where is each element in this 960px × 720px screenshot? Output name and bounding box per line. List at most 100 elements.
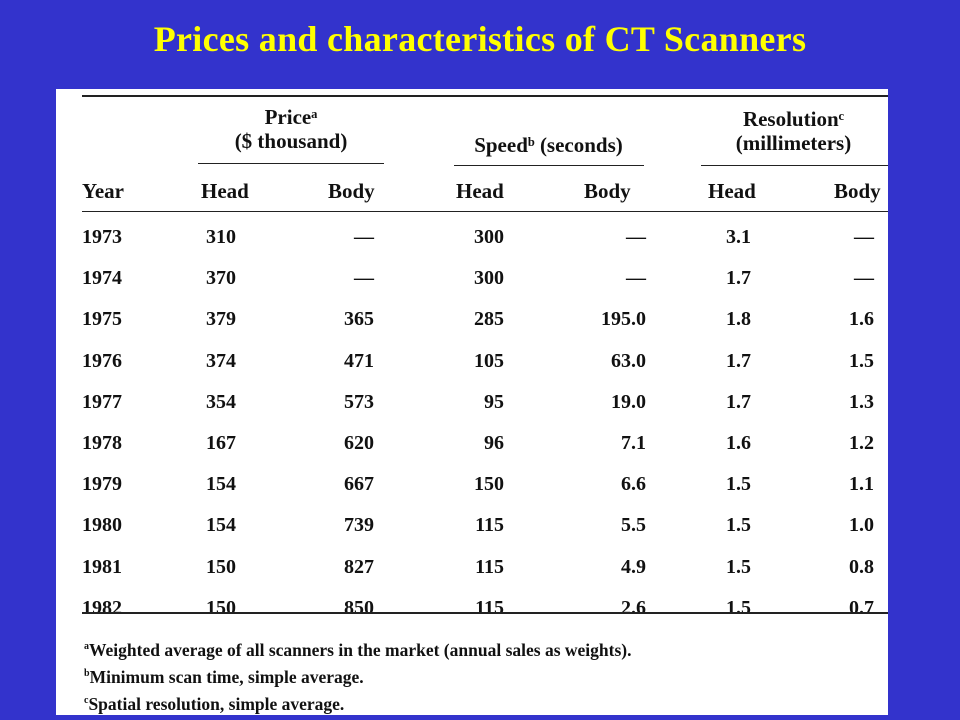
cell-speed-body: 195.0 [601,308,646,331]
cell-speed-body: — [626,267,646,290]
cell-speed-body: 4.9 [621,555,646,578]
cell-price-head: 150 [206,555,236,578]
cell-year: 1976 [82,349,122,372]
cell-res-body: 1.2 [849,432,874,454]
cell-res-head: 1.7 [726,390,751,413]
cell-speed-body: 7.1 [621,432,646,454]
cell-year: 1979 [82,473,122,496]
cell-price-head: 154 [206,473,236,496]
price-group-rule [198,163,384,164]
cell-price-head: 310 [206,226,236,248]
cell-speed-head: 105 [474,349,504,372]
note-a: aWeighted average of all scanners in the… [84,635,631,662]
col-header-price-body: Body [328,179,375,203]
cell-speed-body: 6.6 [621,473,646,496]
cell-speed-body: 63.0 [611,349,646,372]
cell-speed-head: 150 [474,473,504,496]
cell-year: 1978 [82,432,122,454]
cell-price-head: 167 [206,432,236,454]
cell-speed-head: 300 [474,226,504,248]
cell-res-head: 1.6 [726,432,751,454]
cell-res-body: 1.6 [849,308,874,331]
speed-group-rule [454,165,644,166]
cell-year: 1974 [82,267,122,290]
cell-speed-head: 96 [484,432,504,454]
cell-speed-body: — [626,226,646,248]
cell-price-head: 370 [206,267,236,290]
cell-res-body: 1.3 [849,390,874,413]
cell-year: 1981 [82,555,122,578]
slide-title: Prices and characteristics of CT Scanner… [153,19,807,59]
speed-group-header: Speedᵇ (seconds) [451,133,646,157]
header-rule [82,211,888,212]
cell-price-body: — [354,267,374,290]
cell-year: 1980 [82,514,122,537]
cell-year: 1975 [82,308,122,331]
cell-speed-head: 115 [475,555,504,578]
cell-res-head: 1.5 [726,555,751,578]
note-a-text: Weighted average of all scanners in the … [89,639,632,660]
cell-speed-head: 95 [484,390,504,413]
cell-year: 1982 [82,596,122,619]
cell-speed-body: 5.5 [621,514,646,537]
cell-speed-head: 115 [475,514,504,537]
cell-price-body: 573 [344,390,374,413]
table-notes: aWeighted average of all scanners in the… [84,635,631,715]
note-c: cSpatial resolution, simple average. [84,689,631,715]
cell-price-head: 354 [206,390,236,413]
cell-price-head: 154 [206,514,236,537]
cell-res-head: 1.5 [726,596,751,619]
cell-speed-body: 2.6 [621,596,646,619]
price-group-label: Priceᵃ [264,105,318,129]
col-header-price-head: Head [201,179,249,203]
resolution-group-rule [701,165,888,166]
cell-price-body: 471 [344,349,374,372]
cell-res-head: 1.7 [726,267,751,290]
cell-price-head: 379 [206,308,236,331]
cell-res-body: 0.7 [849,596,874,619]
resolution-group-label: Resolutionᶜ [742,107,845,131]
cell-price-body: 365 [344,308,374,331]
price-group-header: Priceᵃ ($ thousand) [196,105,386,153]
note-b: bMinimum scan time, simple average. [84,662,631,689]
col-header-res-head: Head [708,179,756,203]
cell-res-head: 1.5 [726,473,751,496]
table-top-rule [82,95,888,97]
cell-res-body: — [854,267,874,290]
cell-year: 1973 [82,226,122,248]
cell-res-head: 3.1 [726,226,751,248]
cell-res-body: 1.0 [849,514,874,537]
scanned-table: Priceᵃ ($ thousand) Speedᵇ (seconds) Res… [56,89,888,715]
cell-price-head: 374 [206,349,236,372]
cell-res-head: 1.7 [726,349,751,372]
col-header-res-body: Body [834,179,881,203]
speed-group-label: Speedᵇ (seconds) [474,133,623,157]
cell-res-head: 1.5 [726,514,751,537]
cell-price-body: 667 [344,473,374,496]
resolution-group-header: Resolutionᶜ (millimeters) [696,107,888,155]
note-b-text: Minimum scan time, simple average. [89,666,364,687]
col-header-speed-body: Body [584,179,631,203]
cell-price-body: 850 [344,596,374,619]
col-header-speed-head: Head [456,179,504,203]
table-bottom-rule [82,612,888,614]
cell-speed-head: 300 [474,267,504,290]
cell-year: 1977 [82,390,122,413]
cell-res-head: 1.8 [726,308,751,331]
price-group-unit: ($ thousand) [234,129,348,153]
note-c-text: Spatial resolution, simple average. [88,693,345,714]
cell-price-body: — [354,226,374,248]
cell-res-body: 1.5 [849,349,874,372]
note-a-marker: a [84,641,89,652]
cell-price-head: 150 [206,596,236,619]
cell-res-body: — [854,226,874,248]
note-b-marker: b [84,667,90,679]
cell-price-body: 739 [344,514,374,537]
cell-speed-body: 19.0 [611,390,646,413]
cell-price-body: 620 [344,432,374,454]
cell-speed-head: 115 [475,596,504,619]
cell-res-body: 1.1 [849,473,874,496]
cell-res-body: 0.8 [849,555,874,578]
col-header-year: Year [82,179,124,203]
cell-speed-head: 285 [474,308,504,331]
